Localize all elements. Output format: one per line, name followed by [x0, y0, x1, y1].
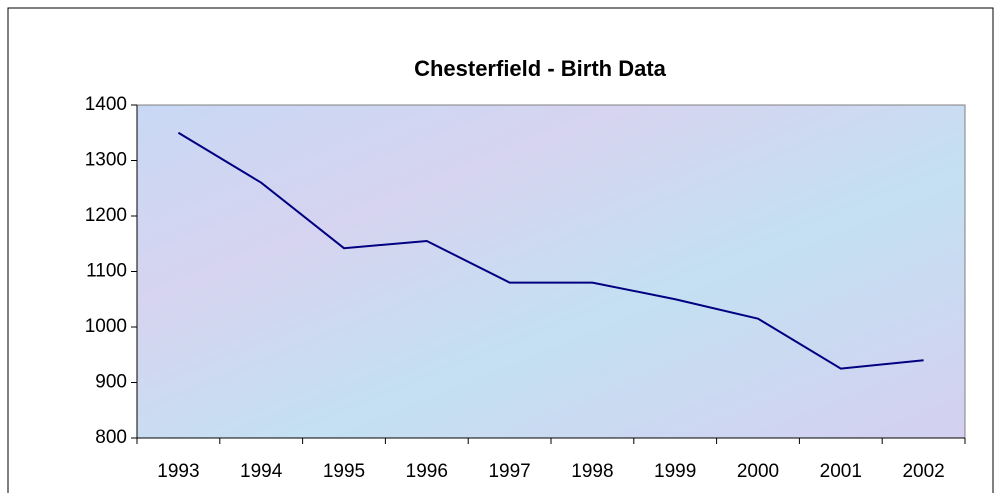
plot-area [136, 104, 966, 439]
y-tick-label: 900 [95, 372, 127, 393]
y-tick-label: 1200 [85, 205, 127, 226]
x-tick-label: 1998 [571, 461, 613, 482]
line-series [177, 131, 924, 370]
x-tick-label: 1995 [323, 461, 365, 482]
x-tick-label: 2001 [820, 461, 862, 482]
y-tick-label: 1400 [85, 94, 127, 115]
chart-frame [7, 7, 994, 493]
x-tick-label: 1996 [406, 461, 448, 482]
x-tick-label: 1999 [654, 461, 696, 482]
y-tick-label: 1100 [86, 261, 127, 282]
x-tick-label: 1993 [157, 461, 199, 482]
y-tick-label: 1300 [85, 150, 127, 171]
y-tick-label: 800 [95, 427, 127, 448]
x-tick-label: 1997 [488, 461, 530, 482]
x-tick-label: 2002 [902, 461, 944, 482]
x-tick-label: 1994 [240, 461, 283, 482]
y-tick-label: 1000 [85, 316, 127, 337]
chart-title: Chesterfield - Birth Data [414, 56, 667, 81]
x-tick-label: 2000 [737, 461, 779, 482]
